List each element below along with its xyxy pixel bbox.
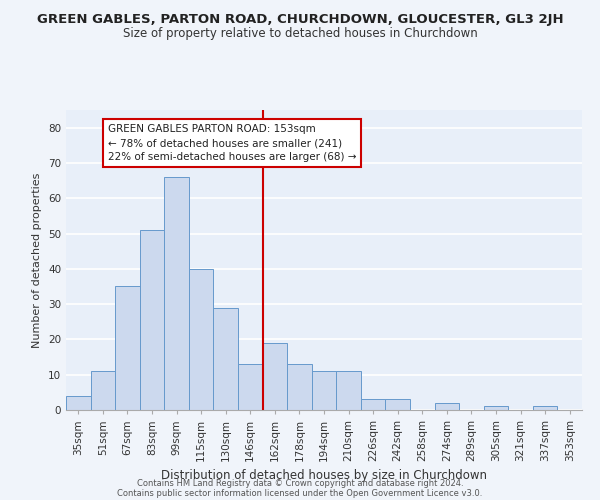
Bar [238,364,263,410]
Bar [484,406,508,410]
Bar [434,403,459,410]
Bar [385,400,410,410]
Text: Contains HM Land Registry data © Crown copyright and database right 2024.: Contains HM Land Registry data © Crown c… [137,478,463,488]
Bar [140,230,164,410]
Bar [164,177,189,410]
Bar [361,400,385,410]
Bar [287,364,312,410]
Text: GREEN GABLES PARTON ROAD: 153sqm
← 78% of detached houses are smaller (241)
22% : GREEN GABLES PARTON ROAD: 153sqm ← 78% o… [108,124,356,162]
Bar [336,371,361,410]
X-axis label: Distribution of detached houses by size in Churchdown: Distribution of detached houses by size … [161,470,487,482]
Bar [189,269,214,410]
Text: GREEN GABLES, PARTON ROAD, CHURCHDOWN, GLOUCESTER, GL3 2JH: GREEN GABLES, PARTON ROAD, CHURCHDOWN, G… [37,12,563,26]
Y-axis label: Number of detached properties: Number of detached properties [32,172,43,348]
Bar [115,286,140,410]
Bar [66,396,91,410]
Bar [533,406,557,410]
Bar [312,371,336,410]
Bar [91,371,115,410]
Bar [214,308,238,410]
Bar [263,343,287,410]
Text: Contains public sector information licensed under the Open Government Licence v3: Contains public sector information licen… [118,488,482,498]
Text: Size of property relative to detached houses in Churchdown: Size of property relative to detached ho… [122,28,478,40]
